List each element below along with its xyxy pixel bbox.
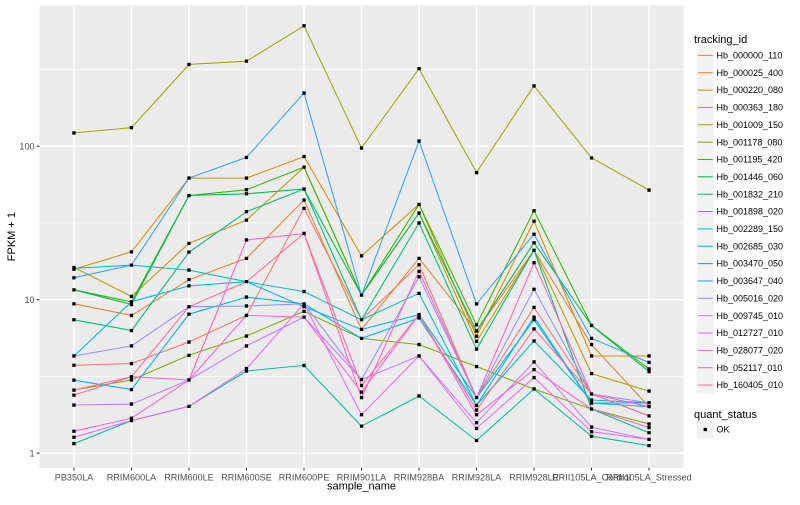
svg-text:RRIM600SE: RRIM600SE xyxy=(221,473,272,483)
svg-text:RRIM928BA: RRIM928BA xyxy=(394,473,445,483)
svg-text:Hb_001832_210: Hb_001832_210 xyxy=(717,189,784,199)
svg-text:RRIM600PE: RRIM600PE xyxy=(279,473,330,483)
svg-text:sample_name: sample_name xyxy=(327,481,396,493)
svg-text:Hb_052117_010: Hb_052117_010 xyxy=(717,363,783,373)
svg-text:Hb_003470_050: Hb_003470_050 xyxy=(717,259,784,269)
svg-text:Hb_001195_420: Hb_001195_420 xyxy=(717,155,783,165)
svg-text:Hb_000220_080: Hb_000220_080 xyxy=(717,85,784,95)
svg-text:Hb_002685_030: Hb_002685_030 xyxy=(717,241,784,251)
svg-text:Hb_000025_400: Hb_000025_400 xyxy=(717,68,784,78)
svg-text:RRII105LA_Stressed: RRII105LA_Stressed xyxy=(606,473,691,483)
svg-text:1: 1 xyxy=(30,448,35,458)
svg-text:tracking_id: tracking_id xyxy=(694,34,747,46)
svg-text:PB350LA: PB350LA xyxy=(55,473,94,483)
svg-text:OK: OK xyxy=(717,425,730,435)
svg-text:10: 10 xyxy=(24,295,34,305)
svg-text:RRIM600LE: RRIM600LE xyxy=(164,473,214,483)
svg-text:Hb_001898_020: Hb_001898_020 xyxy=(717,207,784,217)
svg-text:RRIM928LA: RRIM928LA xyxy=(452,473,502,483)
svg-text:Hb_160405_010: Hb_160405_010 xyxy=(717,380,784,390)
svg-text:Hb_005016_020: Hb_005016_020 xyxy=(717,293,784,303)
svg-text:Hb_003647_040: Hb_003647_040 xyxy=(717,276,784,286)
svg-text:RRIM901LA: RRIM901LA xyxy=(337,473,387,483)
svg-text:Hb_009745_010: Hb_009745_010 xyxy=(717,311,784,321)
svg-text:Hb_000000_110: Hb_000000_110 xyxy=(717,51,783,61)
svg-text:Hb_012727_010: Hb_012727_010 xyxy=(717,328,784,338)
svg-text:Hb_002289_150: Hb_002289_150 xyxy=(717,224,784,234)
svg-text:100: 100 xyxy=(19,141,34,151)
svg-text:quant_status: quant_status xyxy=(694,409,757,421)
svg-text:FPKM + 1: FPKM + 1 xyxy=(6,212,18,261)
svg-text:RRIM600LA: RRIM600LA xyxy=(107,473,157,483)
svg-text:Hb_028077_020: Hb_028077_020 xyxy=(717,345,784,355)
svg-text:Hb_001178_080: Hb_001178_080 xyxy=(717,137,783,147)
svg-text:RRII105LA_Control: RRII105LA_Control xyxy=(552,473,631,483)
svg-text:RRIM928LE: RRIM928LE xyxy=(509,473,559,483)
svg-text:Hb_001009_150: Hb_001009_150 xyxy=(717,120,784,130)
svg-text:Hb_000363_180: Hb_000363_180 xyxy=(717,103,784,113)
svg-text:Hb_001446_060: Hb_001446_060 xyxy=(717,172,784,182)
